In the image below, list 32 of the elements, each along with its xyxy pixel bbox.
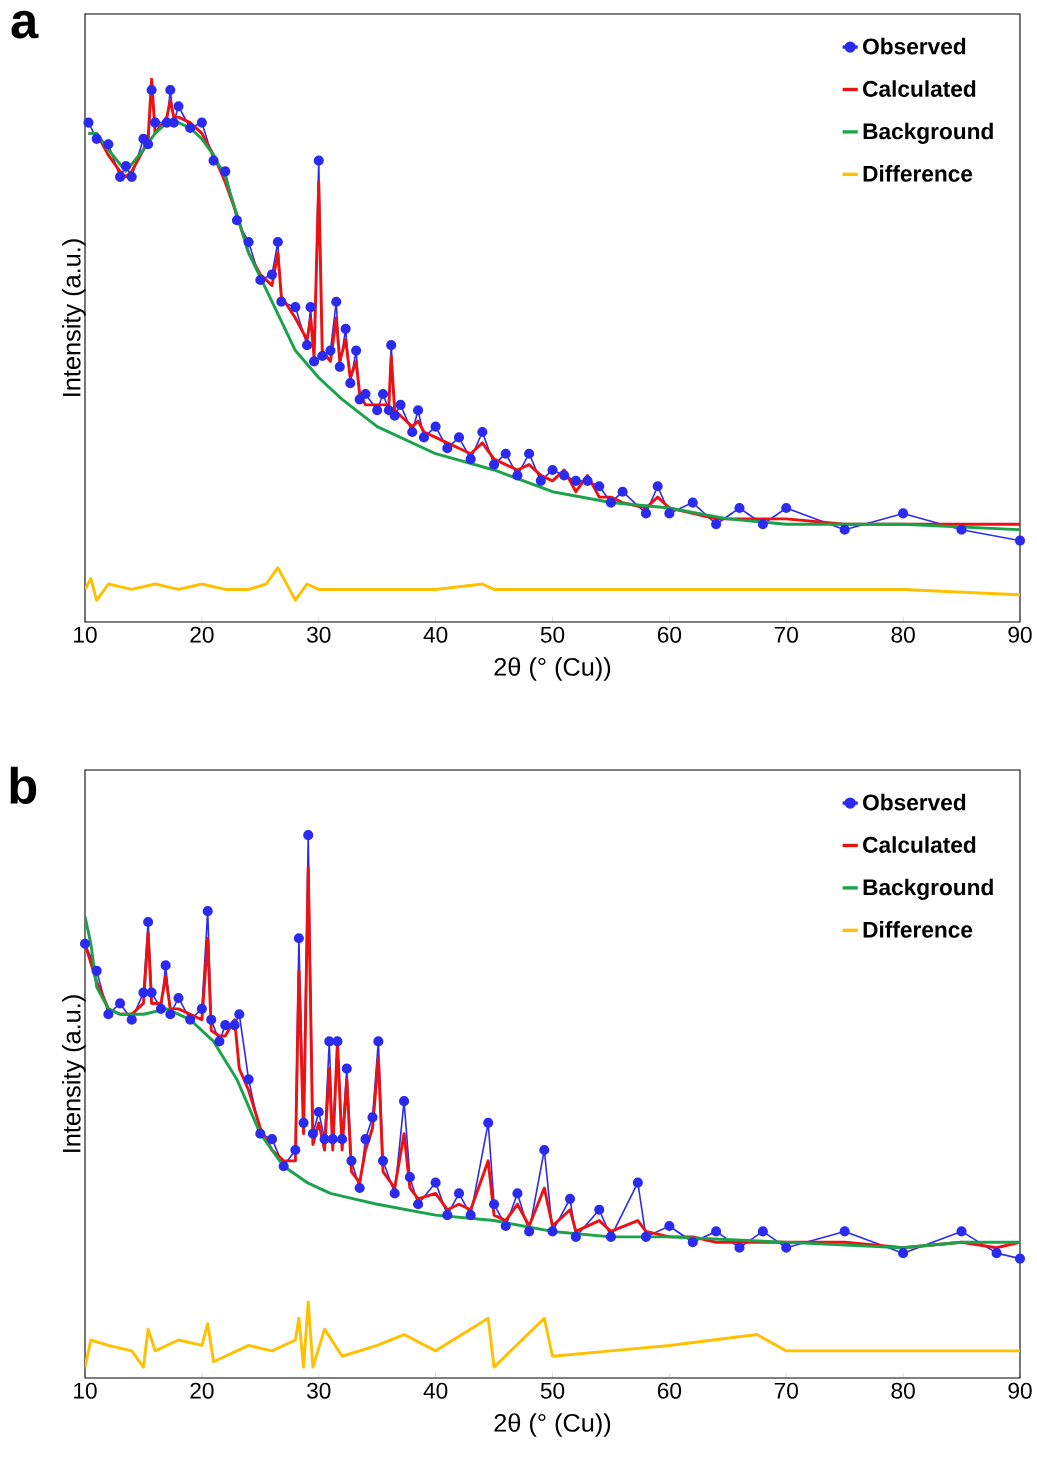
legend-label: Background	[863, 122, 993, 144]
x-tick-label: 40	[423, 1382, 448, 1399]
x-tick-label: 60	[657, 626, 682, 643]
legend-label: Difference	[863, 921, 973, 938]
chart-title: b	[10, 766, 37, 804]
x-axis-title: 2θ (° (Cu))	[494, 1413, 611, 1437]
chart-title: a	[11, 10, 39, 39]
x-tick-label: 10	[74, 626, 97, 643]
x-tick-label: 10	[74, 1382, 97, 1399]
x-tick-label: 30	[306, 1382, 331, 1399]
x-tick-label: 60	[657, 1382, 682, 1399]
legend-label: Calculated	[863, 80, 976, 97]
x-tick-label: 90	[1008, 626, 1032, 643]
legend-label: Observed	[863, 37, 966, 55]
x-axis-title: 2θ (° (Cu))	[494, 657, 611, 681]
x-tick-label: 80	[891, 1382, 915, 1399]
x-tick-label: 80	[891, 626, 915, 643]
y-axis-title: Intensity (a.u.)	[61, 995, 86, 1152]
x-tick-label: 20	[190, 626, 214, 643]
x-tick-label: 90	[1008, 1382, 1032, 1399]
legend-label: Background	[863, 878, 993, 900]
y-axis-title: Intensity (a.u.)	[61, 239, 86, 396]
x-tick-label: 50	[540, 1382, 565, 1399]
legend-label: Observed	[863, 793, 966, 811]
x-tick-label: 50	[540, 626, 565, 643]
x-tick-label: 40	[423, 626, 448, 643]
legend-label: Calculated	[863, 836, 976, 853]
x-tick-label: 30	[306, 626, 331, 643]
x-tick-label: 70	[774, 626, 798, 643]
legend-label: Difference	[863, 165, 973, 182]
x-tick-label: 20	[190, 1382, 214, 1399]
x-tick-label: 70	[774, 1382, 798, 1399]
